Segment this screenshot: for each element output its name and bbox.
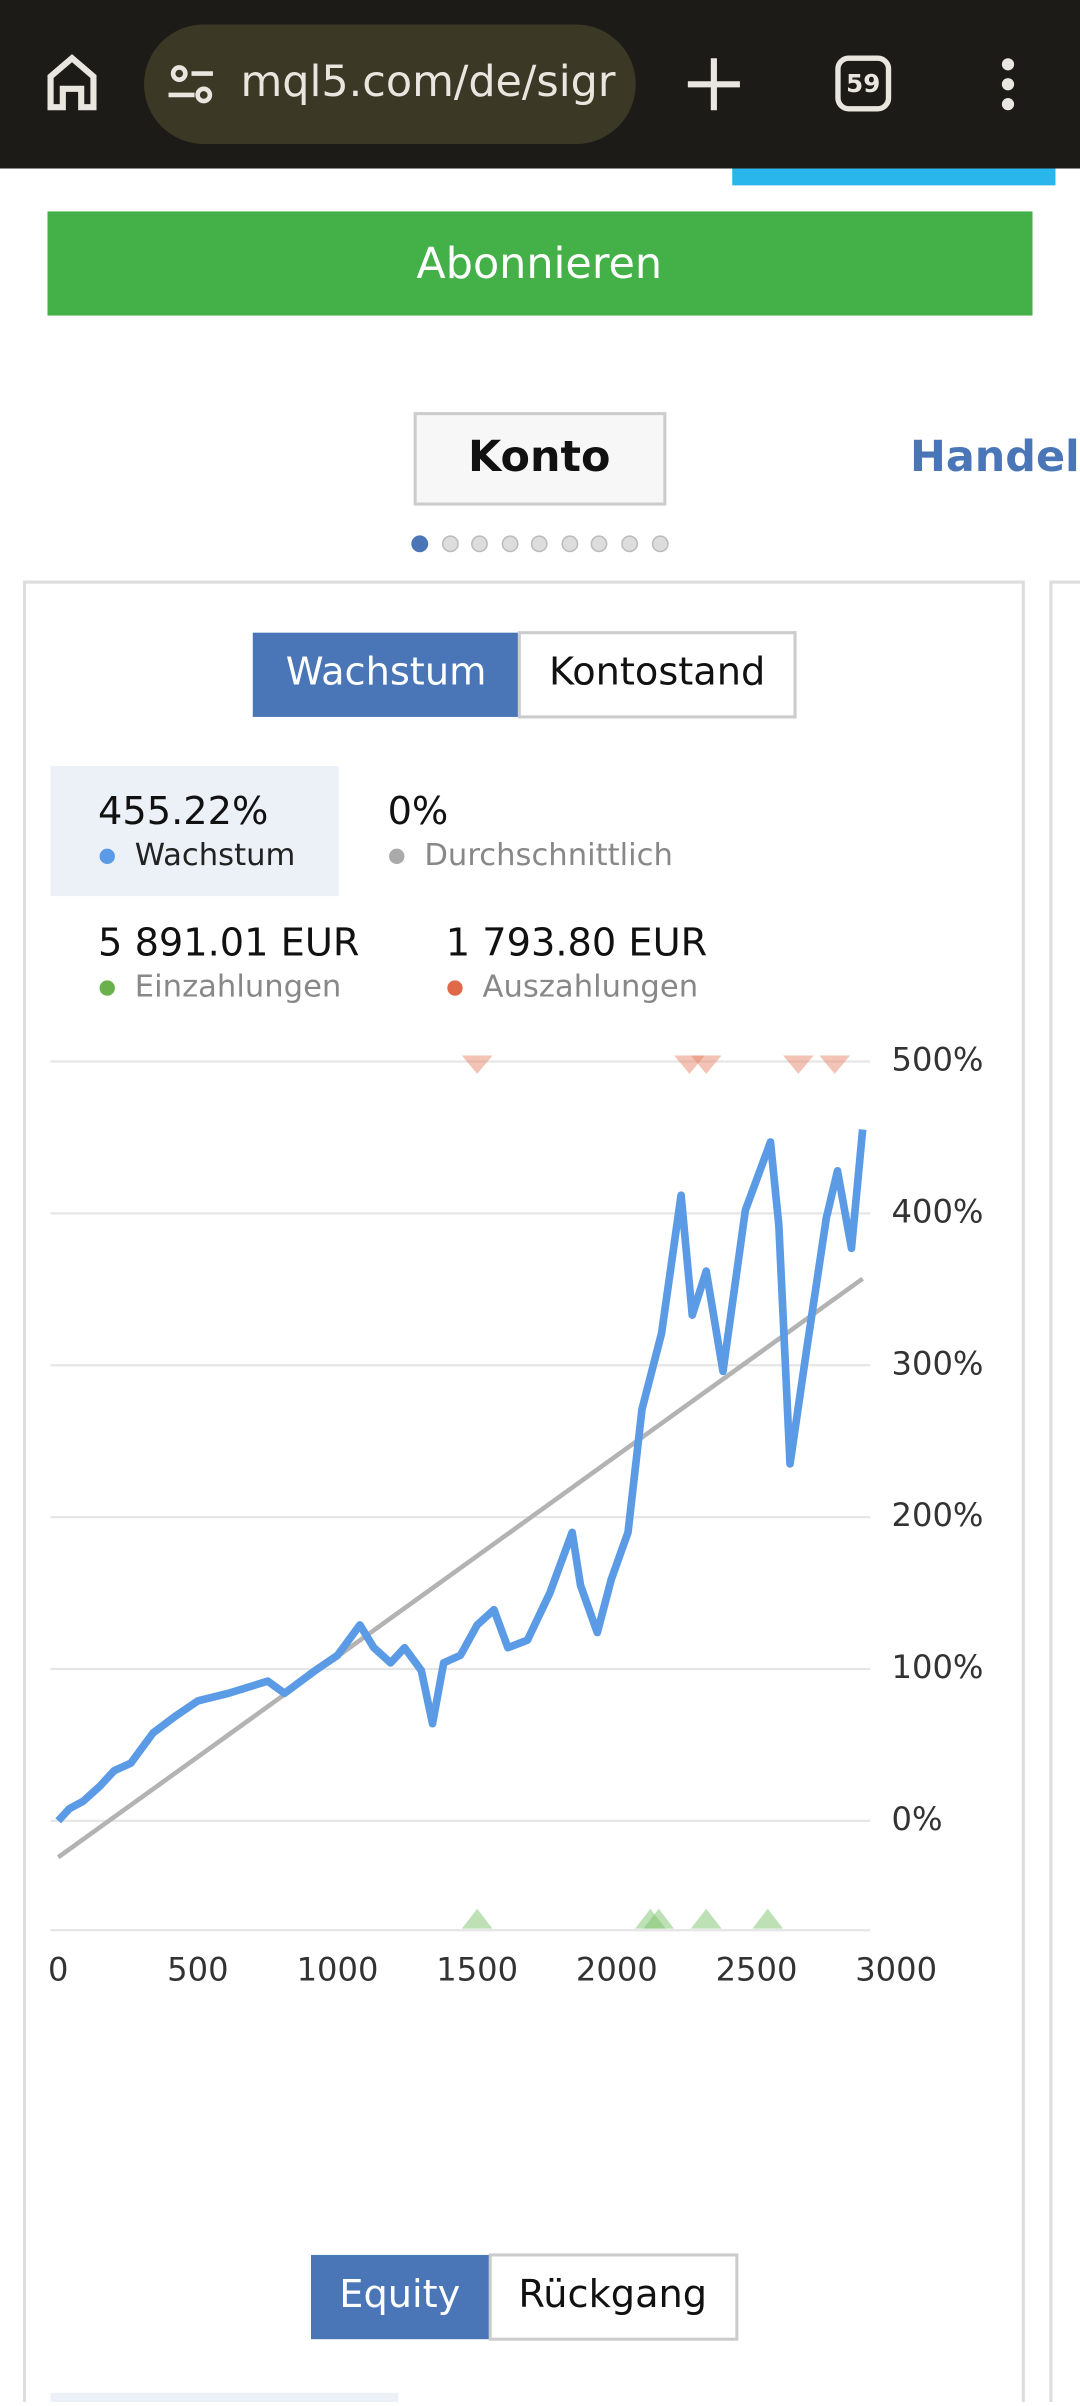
stat-label: Einzahlungen: [135, 970, 342, 1005]
stat-highlight: [50, 765, 339, 897]
pager-dots: [411, 535, 669, 553]
x-tick-label: 1000: [297, 1951, 379, 1989]
top-accent: [732, 168, 1056, 186]
toggle-active[interactable]: [310, 2254, 491, 2340]
url-bar[interactable]: [144, 24, 636, 144]
stat-label: Wachstum: [135, 838, 296, 873]
y-tick-label: 400%: [892, 1192, 984, 1230]
stat-value: 0%: [388, 789, 449, 834]
legend-dot: [99, 980, 115, 996]
tab-konto[interactable]: [413, 412, 667, 506]
plot: 0% 100% 200% 300% 400% 500% 0 500 1000 1500 2000 25…: [48, 1041, 984, 1989]
subscribe-label[interactable]: Abonnieren: [416, 239, 662, 289]
deposit-marker: [461, 1908, 493, 1929]
stat-label: Durchschnittlich: [424, 838, 673, 873]
x-tick-label: 0: [48, 1951, 68, 1989]
tab-switcher[interactable]: [835, 55, 892, 112]
y-tick-label: 300%: [892, 1344, 984, 1382]
tab-count[interactable]: 59: [846, 69, 880, 98]
menu-icon[interactable]: [1001, 58, 1015, 111]
deposit-marker: [690, 1908, 722, 1929]
url-text[interactable]: mql5.com/de/sigr: [241, 57, 616, 107]
withdrawal-marker: [461, 1055, 493, 1074]
stat-value: 1 793.80 EUR: [446, 921, 707, 966]
y-tick-label: 0%: [892, 1800, 943, 1838]
trend-line: [56, 1276, 864, 1860]
growth-line: [55, 1129, 867, 1824]
legend-dot: [447, 980, 463, 996]
next-stat: [50, 2392, 399, 2406]
deposit-marker: [752, 1908, 783, 1929]
toggle[interactable]: [488, 2253, 739, 2341]
toggle[interactable]: [517, 631, 797, 719]
subscribe-button[interactable]: [47, 211, 1033, 316]
x-tick-label: 2500: [716, 1951, 798, 1989]
x-tick-label: 1500: [436, 1951, 518, 1989]
legend-dot: [389, 848, 405, 864]
x-tick-label: 2000: [576, 1951, 658, 1989]
x-tick-label: 500: [167, 1951, 228, 1989]
toggle-label[interactable]: Kontostand: [549, 650, 765, 695]
withdrawal-marker: [819, 1055, 851, 1074]
y-tick-label: 500%: [892, 1041, 984, 1079]
toggle-active[interactable]: [252, 632, 520, 717]
y-tick-label: 200%: [892, 1496, 984, 1534]
next-card: [1049, 580, 1080, 2406]
stat-value: 5 891.01 EUR: [98, 921, 359, 966]
deposit-marker: [643, 1908, 675, 1929]
tab-label[interactable]: Handels: [910, 432, 1080, 482]
tab-label[interactable]: Konto: [468, 432, 610, 482]
stat-value: 455.22%: [98, 789, 268, 834]
stat-label: Auszahlungen: [483, 970, 699, 1005]
legend-dot: [99, 848, 115, 864]
y-tick-label: 100%: [892, 1648, 984, 1686]
site-settings-icon[interactable]: [168, 65, 213, 104]
withdrawal-marker: [690, 1055, 722, 1074]
home-icon[interactable]: [47, 54, 97, 111]
new-tab-icon[interactable]: [687, 58, 740, 111]
withdrawal-marker: [783, 1055, 814, 1074]
toggle-label[interactable]: Rückgang: [518, 2272, 707, 2317]
toggle-label[interactable]: Equity: [339, 2272, 460, 2317]
toggle-label[interactable]: Wachstum: [286, 650, 487, 695]
x-tick-label: 3000: [855, 1951, 937, 1989]
